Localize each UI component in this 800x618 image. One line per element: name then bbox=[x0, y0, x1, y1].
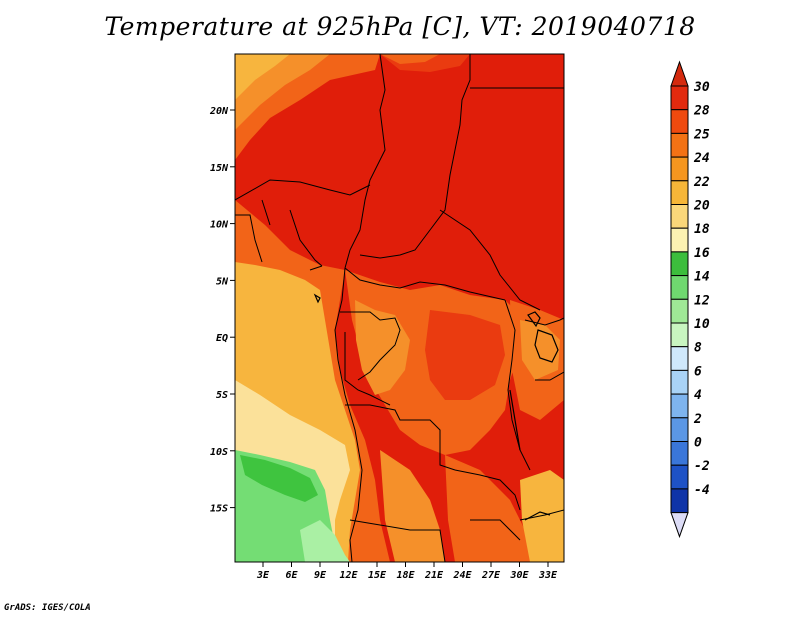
colorbar-swatch bbox=[670, 227, 689, 253]
field-n-orange bbox=[380, 54, 440, 64]
colorbar-swatch bbox=[670, 464, 689, 490]
lon-tick-label: 30E bbox=[509, 570, 529, 581]
lat-tick-label: 5N bbox=[216, 276, 229, 287]
lon-tick-label: 21E bbox=[424, 570, 444, 581]
colorbar-swatch bbox=[670, 417, 689, 442]
lon-tick-label: 33E bbox=[538, 570, 558, 581]
colorbar-label: 16 bbox=[694, 246, 710, 261]
lon-tick-label: 9E bbox=[314, 570, 327, 581]
colorbar-swatch bbox=[670, 180, 689, 206]
colorbar-label: -4 bbox=[694, 483, 710, 498]
lon-tick-label: 27E bbox=[481, 570, 501, 581]
lat-tick-label: EQ bbox=[216, 333, 228, 344]
field-west-palegreen bbox=[300, 520, 350, 562]
colorbar-label: 24 bbox=[693, 151, 710, 166]
colorbar-label: 30 bbox=[693, 80, 710, 95]
lon-tick-label: 12E bbox=[339, 570, 358, 581]
colorbar-swatch bbox=[670, 393, 689, 419]
colorbar-label: 2 bbox=[693, 412, 702, 427]
field-east-lightorange bbox=[520, 320, 560, 380]
country-borders bbox=[235, 54, 564, 562]
colorbar-swatch bbox=[670, 369, 689, 395]
colorbar-label: -2 bbox=[694, 459, 710, 474]
colorbar-label: 10 bbox=[694, 317, 710, 332]
field-congo-lightorange bbox=[355, 300, 410, 395]
colorbar-swatch bbox=[670, 109, 689, 134]
chart-title: Temperature at 925hPa [C], VT: 201904071… bbox=[104, 12, 696, 41]
colorbar-swatch bbox=[670, 85, 689, 111]
lon-tick-label: 18E bbox=[396, 570, 415, 581]
colorbar-label: 4 bbox=[694, 388, 702, 403]
field-west-green bbox=[240, 455, 318, 502]
field-nw-yellow bbox=[235, 54, 290, 100]
colorbar-swatch bbox=[670, 322, 689, 348]
lat-tick-label: 10S bbox=[210, 447, 228, 458]
lat-tick-label: 15N bbox=[210, 163, 229, 174]
lon-tick-label: 3E bbox=[256, 570, 270, 581]
colorbar-label: 25 bbox=[693, 127, 710, 142]
map-frame bbox=[234, 53, 565, 563]
colorbar-swatch bbox=[670, 132, 689, 158]
field-se-orange bbox=[445, 455, 540, 562]
colorbar-swatch bbox=[670, 156, 689, 182]
colorbar-label: 20 bbox=[693, 199, 710, 214]
colorbar-swatch bbox=[670, 346, 689, 371]
colorbar-swatch bbox=[670, 298, 689, 324]
colorbar-swatch bbox=[670, 441, 689, 466]
lat-tick-label: 15S bbox=[210, 504, 228, 515]
lon-tick-label: 6E bbox=[285, 570, 298, 581]
grads-credit: GrADS: IGES/COLA bbox=[4, 603, 91, 613]
colorbar-swatch bbox=[670, 251, 689, 277]
longitude-axis: 3E 6E 9E 12E 15E 18E 21E 24E 27E 30E 33E bbox=[256, 562, 558, 581]
colorbar-bottom-arrow bbox=[670, 512, 689, 539]
colorbar-label: 6 bbox=[694, 364, 702, 379]
field-se-light bbox=[380, 450, 445, 562]
colorbar-swatch bbox=[670, 204, 689, 229]
colorbar-top-arrow bbox=[670, 60, 689, 87]
colorbar-label: 14 bbox=[694, 270, 710, 285]
colorbar-swatch bbox=[670, 275, 689, 300]
colorbar-swatch bbox=[670, 488, 689, 514]
lat-tick-label: 10N bbox=[210, 220, 229, 231]
lat-tick-label: 20N bbox=[209, 106, 229, 117]
lat-tick-label: 5S bbox=[216, 390, 228, 401]
field-congo-redorange bbox=[425, 310, 505, 400]
temperature-field bbox=[235, 54, 564, 562]
colorbar-label: 0 bbox=[694, 436, 702, 451]
colorbar-label: 12 bbox=[694, 293, 710, 308]
colorbar-label: 22 bbox=[693, 175, 710, 190]
latitude-axis: 20N 15N 10N 5N EQ 5S 10S 15S bbox=[209, 106, 235, 515]
lon-tick-label: 24E bbox=[452, 570, 472, 581]
colorbar-label: 28 bbox=[693, 104, 710, 119]
colorbar-label: 18 bbox=[694, 222, 710, 237]
lon-tick-label: 15E bbox=[368, 570, 387, 581]
lakes bbox=[313, 293, 559, 521]
colorbar-label: 8 bbox=[694, 341, 702, 356]
